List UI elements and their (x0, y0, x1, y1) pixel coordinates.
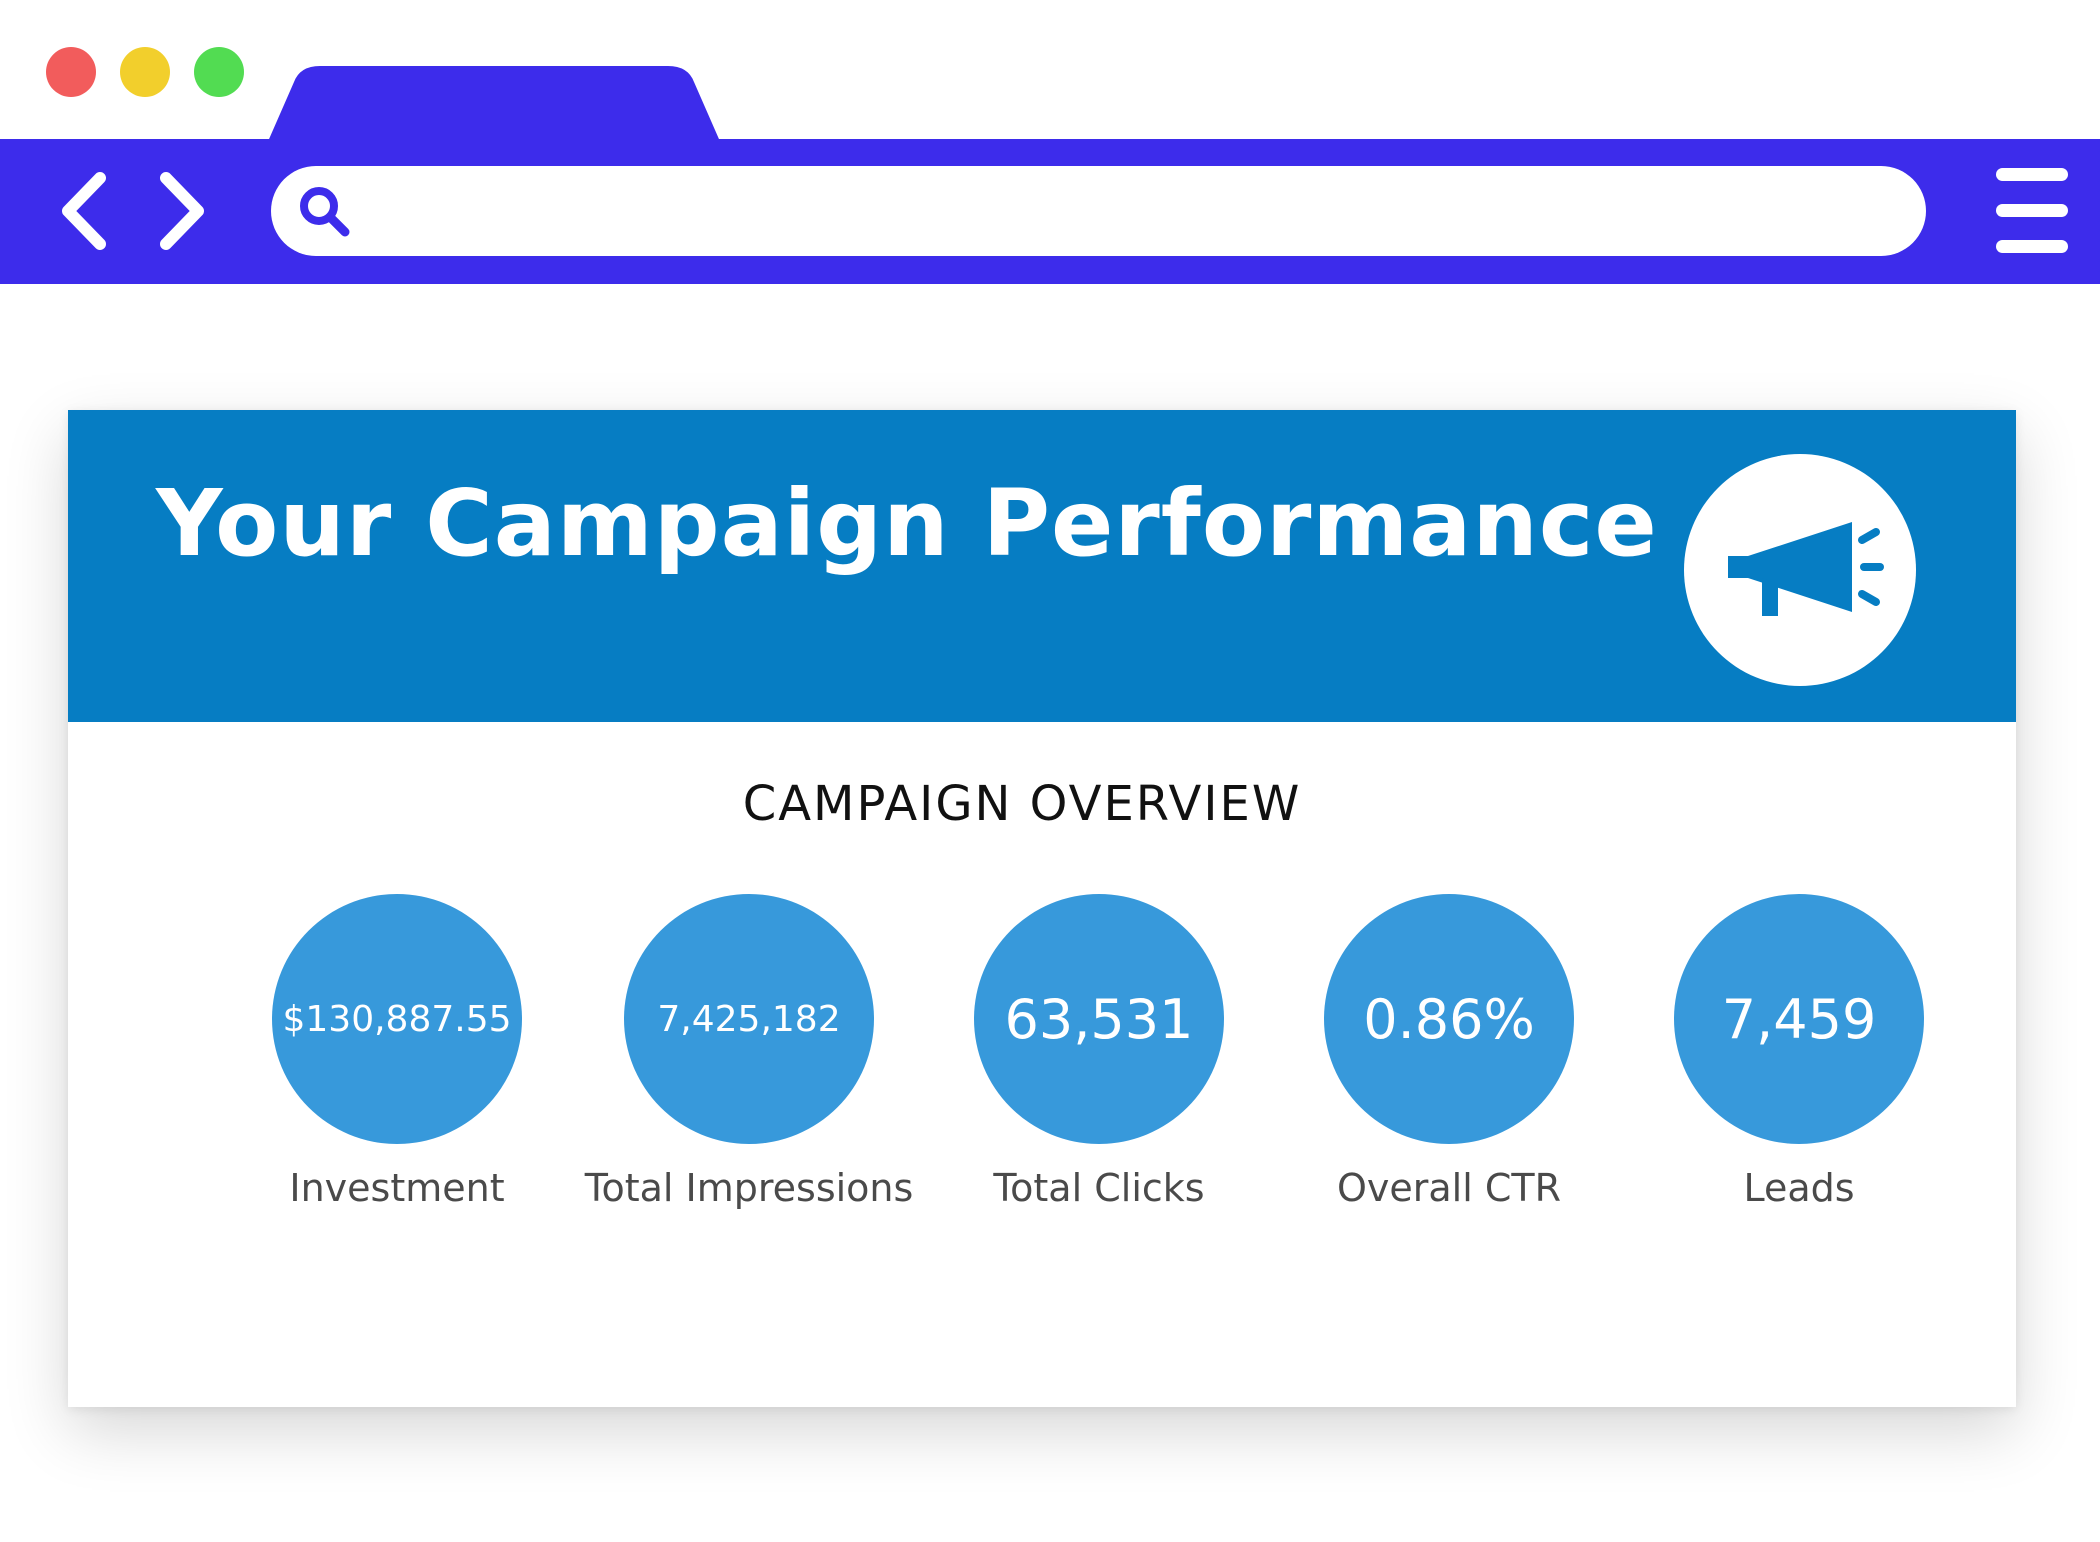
chevron-left-icon[interactable] (56, 166, 116, 256)
metric-value: 0.86% (1324, 894, 1574, 1144)
minimize-window-button[interactable] (120, 47, 170, 97)
hamburger-menu-icon[interactable] (1996, 168, 2072, 254)
maximize-window-button[interactable] (194, 47, 244, 97)
metric-value: $130,887.55 (272, 894, 522, 1144)
browser-tab[interactable] (266, 66, 722, 146)
close-window-button[interactable] (46, 47, 96, 97)
metric-label: Total Clicks (993, 1166, 1205, 1210)
search-icon (300, 187, 350, 237)
megaphone-badge (1684, 454, 1916, 686)
metric-label: Investment (289, 1166, 505, 1210)
campaign-card: Your Campaign Performance CAMPAIGN OVERV… (68, 410, 2016, 1407)
metric-label: Total Impressions (584, 1166, 914, 1210)
metric-label: Leads (1743, 1166, 1855, 1210)
chevron-right-icon[interactable] (150, 166, 210, 256)
page-title: Your Campaign Performance (156, 470, 1658, 577)
metric-label: Overall CTR (1336, 1166, 1562, 1210)
url-input[interactable] (371, 180, 1895, 244)
card-header: Your Campaign Performance (68, 410, 2016, 722)
address-bar[interactable] (271, 166, 1926, 256)
megaphone-icon (1728, 522, 1884, 616)
metric-value: 63,531 (974, 894, 1224, 1144)
metric-value: 7,425,182 (624, 894, 874, 1144)
section-title: CAMPAIGN OVERVIEW (742, 776, 1302, 832)
metric-value: 7,459 (1674, 894, 1924, 1144)
